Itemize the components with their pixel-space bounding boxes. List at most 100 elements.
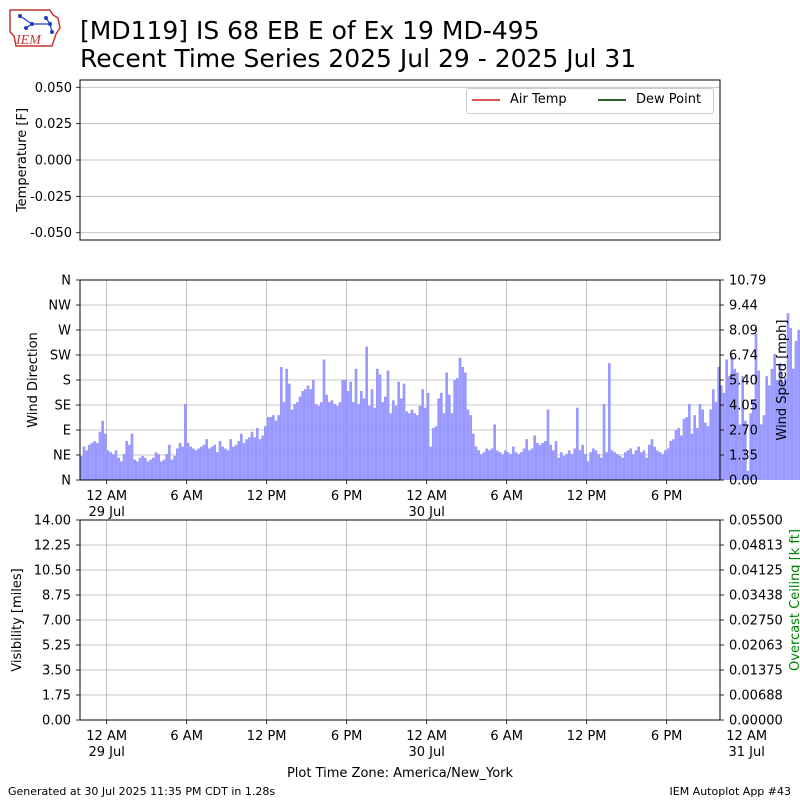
wind-direction-tick-label: NE (53, 449, 71, 464)
wind-speed-bar (490, 448, 494, 480)
wind-speed-bar (578, 450, 582, 480)
ceiling-tick-label: 0.05500 (729, 514, 783, 529)
wind-speed-bar (386, 370, 390, 480)
wind-speed-bar (749, 413, 752, 480)
wind-speed-bar (274, 420, 278, 480)
wind-speed-bar (573, 448, 576, 480)
wind-speed-bar (218, 441, 222, 480)
wind-speed-bar (458, 357, 462, 480)
legend-item-air-temp: Air Temp (472, 92, 567, 107)
wind-speed-bar (642, 450, 646, 480)
wind-speed-bar (370, 389, 374, 480)
wind-xtick-label: 6 AM (490, 489, 523, 504)
wind-speed-bar (712, 389, 715, 480)
wind-speed-bar (330, 400, 334, 480)
wind-speed-bar (122, 454, 126, 480)
wind-speed-bar (224, 448, 227, 480)
legend-label-dew-point: Dew Point (636, 92, 702, 107)
wind-speed-bar (680, 435, 683, 480)
wind-speed-bar (461, 366, 464, 480)
wind-speed-bar (133, 459, 136, 480)
wind-speed-bar (162, 459, 166, 480)
wind-speed-bar (648, 444, 651, 480)
wind-speed-bar (581, 444, 584, 480)
wind-speed-bar (269, 416, 272, 480)
wind-speed-bar (538, 444, 542, 480)
wind-speed-bar (226, 450, 230, 480)
temp-ytick-label: -0.050 (30, 226, 72, 241)
ceiling-tick-label: 0.00000 (729, 714, 783, 729)
wind-speed-bar (410, 409, 414, 480)
wind-speed-bar (512, 446, 515, 480)
wind-speed-bar (661, 454, 664, 480)
wind-speed-bar (402, 383, 406, 480)
chart-title-line1: [MD119] IS 68 EB E of Ex 19 MD-495 (80, 16, 540, 45)
wind-speed-bar (610, 450, 614, 480)
wind-speed-bar (189, 446, 192, 480)
wind-speed-bar (82, 446, 86, 480)
wind-speed-bar (285, 368, 288, 480)
wind-speed-bar (229, 439, 232, 480)
wind-speed-bar (576, 407, 579, 480)
visibility-tick-label: 5.25 (42, 639, 71, 654)
wind-speed-bar (488, 450, 491, 480)
wind-speed-bar (466, 409, 470, 480)
wind-speed-bar (570, 454, 574, 480)
wind-speed-bar (389, 413, 392, 480)
wind-speed-bar (128, 444, 131, 480)
wind-speed-bar (98, 431, 102, 480)
wind-speed-bar (664, 450, 667, 480)
wind-speed-bar (434, 426, 438, 480)
wind-speed-bar (114, 450, 118, 480)
wind-speed-bar (477, 450, 480, 480)
wind-direction-tick-label: N (61, 274, 71, 289)
wind-speed-bar (306, 385, 310, 480)
wind-speed-bar (272, 415, 275, 480)
wind-speed-tick-label: 10.79 (729, 274, 766, 289)
wind-speed-bar (138, 457, 142, 480)
wind-speed-bar (296, 402, 299, 480)
wind-speed-bar (304, 389, 307, 480)
visibility-xtick-date-label: 29 Jul (88, 745, 124, 760)
wind-speed-bar (445, 372, 448, 480)
wind-speed-bar (344, 379, 347, 480)
wind-speed-bar (416, 415, 419, 480)
wind-speed-bar (685, 416, 688, 480)
wind-speed-bar (442, 413, 446, 480)
legend-swatch-dew-point (598, 98, 626, 101)
wind-speed-bar (472, 433, 475, 480)
wind-speed-bar (501, 454, 504, 480)
wind-speed-bar (528, 450, 531, 480)
wind-speed-bar (746, 470, 750, 480)
wind-speed-bar (754, 333, 758, 480)
footer-app: IEM Autoplot App #43 (669, 785, 792, 798)
wind-speed-bar (797, 329, 800, 480)
wind-speed-bar (605, 452, 608, 480)
visibility-xtick-label: 6 AM (170, 729, 203, 744)
wind-speed-bar (778, 363, 782, 480)
wind-speed-bar (672, 439, 675, 480)
visibility-xtick-label: 6 PM (331, 729, 362, 744)
temperature-plot-frame (79, 79, 721, 241)
wind-speed-bar (320, 402, 323, 480)
wind-speed-bar (650, 439, 654, 480)
ceiling-tick-label: 0.04125 (729, 564, 783, 579)
wind-speed-bar (786, 313, 790, 480)
wind-speed-bar (125, 441, 128, 480)
wind-xtick-label: 6 PM (331, 489, 362, 504)
wind-speed-bar (184, 404, 187, 480)
wind-speed-bar (141, 455, 144, 480)
wind-speed-bar (154, 452, 158, 480)
visibility-xtick-label: 12 PM (247, 729, 287, 744)
wind-speed-bar (725, 359, 728, 480)
wind-speed-bar (290, 409, 294, 480)
wind-speed-bar (109, 452, 112, 480)
wind-xtick-date-label: 30 Jul (408, 505, 444, 520)
wind-speed-bar (514, 452, 518, 480)
wind-speed-tick-label: 4.05 (729, 399, 758, 414)
wind-speed-bar (669, 441, 672, 480)
wind-xtick-label: 6 PM (651, 489, 682, 504)
wind-speed-bar (480, 454, 483, 480)
ceiling-axis-label: Overcast Ceiling [k ft] (788, 529, 800, 671)
